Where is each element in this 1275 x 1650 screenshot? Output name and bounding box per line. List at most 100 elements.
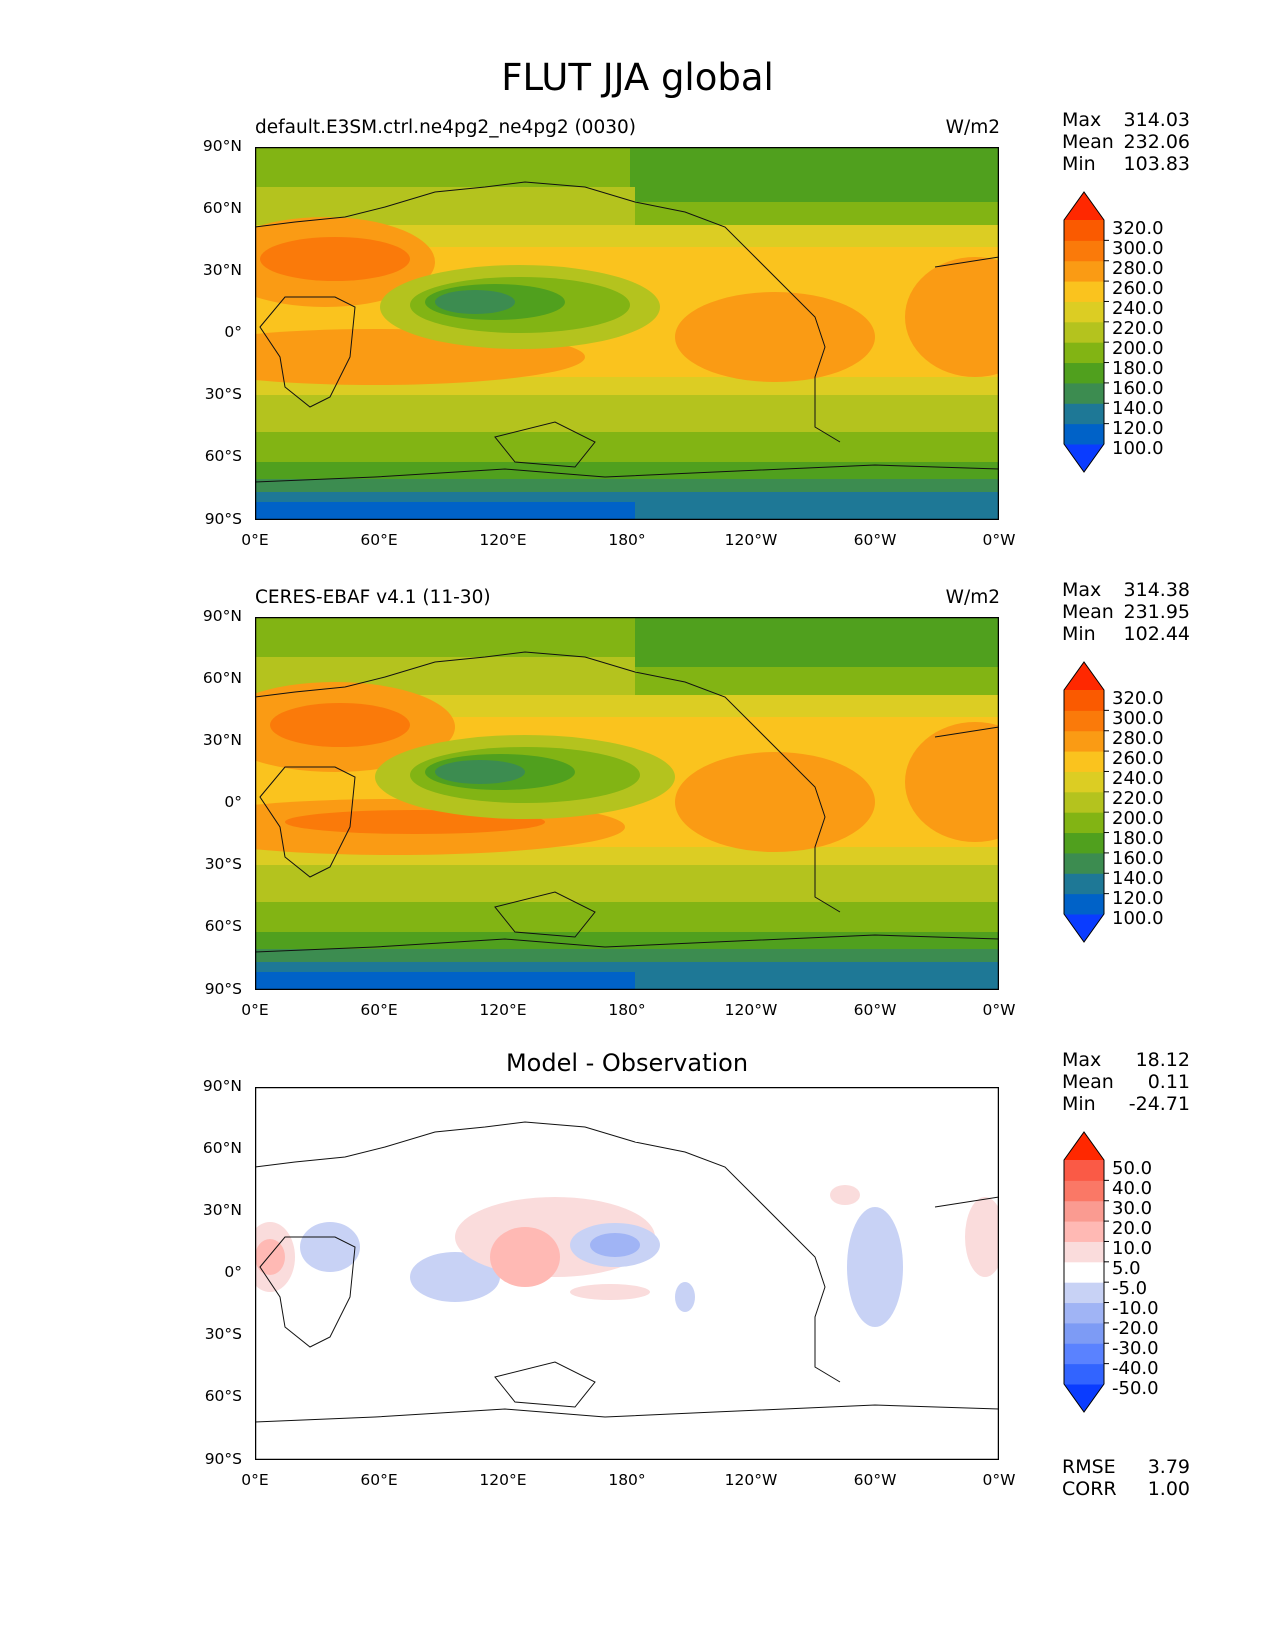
colorbar-segment bbox=[1064, 893, 1104, 915]
map-frame bbox=[255, 617, 999, 990]
lon-label: 60°E bbox=[360, 1001, 398, 1019]
lat-label: 30°S bbox=[204, 385, 242, 403]
colorbar-tick-label: 40.0 bbox=[1112, 1178, 1153, 1199]
stats-box: Max 18.12 Mean 0.11 Min -24.71 bbox=[1062, 1049, 1190, 1115]
panel-observation: CERES-EBAF v4.1 (11-30) W/m2 90°N bbox=[0, 579, 1275, 1030]
colorbar bbox=[1063, 191, 1109, 473]
colorbar-tick-label: 280.0 bbox=[1112, 728, 1164, 749]
colorbar-tick-label: -5.0 bbox=[1112, 1278, 1148, 1299]
stat-label: Max bbox=[1062, 109, 1102, 131]
lat-label: 0° bbox=[224, 1263, 242, 1281]
colorbar-outline bbox=[1063, 1131, 1105, 1413]
colorbar-tick-label: 180.0 bbox=[1112, 828, 1164, 849]
colorbar-segment bbox=[1064, 1180, 1104, 1202]
colorbar-segment bbox=[1064, 1200, 1104, 1222]
colorbar-segment bbox=[1064, 832, 1104, 854]
colorbar-extend-max bbox=[1064, 662, 1104, 690]
colorbar-segment bbox=[1064, 1282, 1104, 1304]
lon-label: 0°W bbox=[982, 1471, 1016, 1489]
colorbar-tick-label: 300.0 bbox=[1112, 238, 1164, 259]
lon-label: 60°W bbox=[853, 1001, 897, 1019]
colorbar-segment bbox=[1064, 1221, 1104, 1242]
colorbar-outline bbox=[1063, 661, 1105, 943]
stat-mean: 231.95 bbox=[1123, 601, 1190, 623]
colorbar-segment bbox=[1064, 873, 1104, 895]
colorbar-extend-max bbox=[1064, 192, 1104, 220]
lat-label: 30°S bbox=[204, 1325, 242, 1343]
panel-units: W/m2 bbox=[945, 117, 1000, 138]
colorbar-tick-label: 300.0 bbox=[1112, 708, 1164, 729]
observation-map bbox=[255, 617, 999, 990]
colorbar-segment bbox=[1064, 240, 1104, 262]
colorbar-segment bbox=[1064, 321, 1104, 343]
colorbar-tick-label: 140.0 bbox=[1112, 398, 1164, 419]
lon-label: 60°W bbox=[853, 1471, 897, 1489]
panel-model: default.E3SM.ctrl.ne4pg2_ne4pg2 (0030) W… bbox=[0, 109, 1275, 560]
panel-units: W/m2 bbox=[945, 587, 1000, 608]
colorbar-segment bbox=[1064, 1363, 1104, 1385]
panel-difference: Model - Observation 90°N 60°N 30°N 0° 30… bbox=[0, 1049, 1275, 1500]
colorbar-tick-label: -20.0 bbox=[1112, 1318, 1159, 1339]
stat-max: 18.12 bbox=[1135, 1049, 1190, 1071]
lon-label: 120°E bbox=[479, 1001, 527, 1019]
colorbar-segment bbox=[1064, 281, 1104, 302]
colorbar-segment bbox=[1064, 362, 1104, 384]
lat-label: 90°N bbox=[202, 1077, 242, 1095]
colorbar-tick-label: 200.0 bbox=[1112, 338, 1164, 359]
colorbar-segment bbox=[1064, 1241, 1104, 1263]
stat-min: 103.83 bbox=[1123, 153, 1190, 175]
colorbar-tick-label: 50.0 bbox=[1112, 1158, 1153, 1179]
colorbar-tick-label: -40.0 bbox=[1112, 1358, 1159, 1379]
colorbar-tick-label: 260.0 bbox=[1112, 748, 1164, 769]
colorbar-segment bbox=[1064, 220, 1104, 241]
lon-label: 180° bbox=[608, 1471, 646, 1489]
lat-label: 30°N bbox=[202, 1201, 242, 1219]
colorbar-segment bbox=[1064, 1322, 1104, 1344]
colorbar-tick-label: -30.0 bbox=[1112, 1338, 1159, 1359]
colorbar-tick-label: 160.0 bbox=[1112, 848, 1164, 869]
colorbar-tick-label: 120.0 bbox=[1112, 888, 1164, 909]
map-frame bbox=[255, 1087, 999, 1460]
colorbar-extend-min bbox=[1064, 1384, 1104, 1412]
lat-label: 90°S bbox=[204, 980, 242, 998]
colorbar-tick-label: 30.0 bbox=[1112, 1198, 1153, 1219]
metric-rmse: 3.79 bbox=[1147, 1456, 1190, 1478]
lat-label: 60°N bbox=[202, 669, 242, 687]
colorbar-segment bbox=[1064, 423, 1104, 445]
colorbar-segment bbox=[1064, 710, 1104, 732]
lat-label: 90°S bbox=[204, 1450, 242, 1468]
metric-corr: 1.00 bbox=[1147, 1478, 1190, 1500]
colorbar-segment bbox=[1064, 791, 1104, 813]
colorbar-tick-label: -50.0 bbox=[1112, 1378, 1159, 1399]
lon-label: 0°E bbox=[241, 1471, 269, 1489]
colorbar-tick-label: -10.0 bbox=[1112, 1298, 1159, 1319]
stat-label: Min bbox=[1062, 153, 1096, 175]
lon-label: 0°W bbox=[982, 1001, 1016, 1019]
lon-label: 120°E bbox=[479, 531, 527, 549]
stat-min: 102.44 bbox=[1123, 623, 1190, 645]
colorbar-segment bbox=[1064, 751, 1104, 772]
stat-label: Max bbox=[1062, 579, 1102, 601]
lat-label: 90°S bbox=[204, 510, 242, 528]
lon-label: 60°E bbox=[360, 1471, 398, 1489]
lon-label: 0°W bbox=[982, 531, 1016, 549]
stat-mean: 0.11 bbox=[1147, 1071, 1190, 1093]
lat-label: 60°N bbox=[202, 199, 242, 217]
colorbar-tick-label: 100.0 bbox=[1112, 438, 1164, 459]
colorbar-segment bbox=[1064, 382, 1104, 404]
colorbar-segment bbox=[1064, 1343, 1104, 1365]
colorbar-tick-label: 5.0 bbox=[1112, 1258, 1141, 1279]
colorbar-tick-label: 240.0 bbox=[1112, 298, 1164, 319]
lon-label: 120°E bbox=[479, 1471, 527, 1489]
colorbar-segment bbox=[1064, 1160, 1104, 1181]
colorbar-segment bbox=[1064, 1302, 1104, 1324]
lat-label: 30°S bbox=[204, 855, 242, 873]
colorbar-tick-label: 280.0 bbox=[1112, 258, 1164, 279]
lat-label: 60°S bbox=[204, 447, 242, 465]
stat-label: Mean bbox=[1062, 131, 1114, 153]
lon-label: 0°E bbox=[241, 1001, 269, 1019]
stat-label: Min bbox=[1062, 1093, 1096, 1115]
metric-label: RMSE bbox=[1062, 1456, 1116, 1478]
lat-label: 30°N bbox=[202, 261, 242, 279]
colorbar-segment bbox=[1064, 690, 1104, 711]
